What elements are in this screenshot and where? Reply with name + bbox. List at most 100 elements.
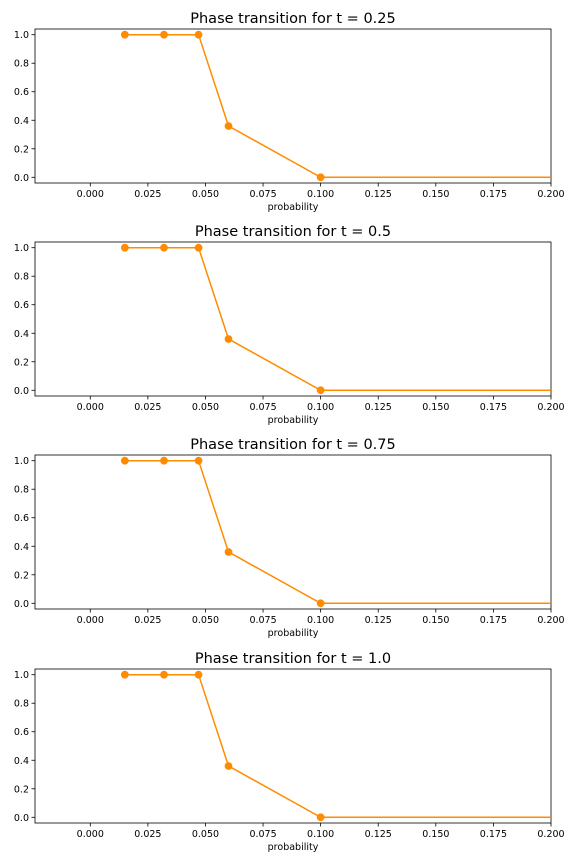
data-point bbox=[120, 670, 129, 679]
x-axis-label: probability bbox=[268, 628, 319, 639]
data-point bbox=[316, 386, 325, 395]
x-tick-label: 0.200 bbox=[537, 402, 564, 413]
x-tick-label: 0.000 bbox=[77, 189, 104, 200]
y-tick-label: 1.0 bbox=[14, 670, 29, 681]
chart-title: Phase transition for t = 0.25 bbox=[190, 11, 395, 27]
series-line bbox=[124, 673, 551, 819]
y-tick-label: 0.6 bbox=[14, 87, 29, 98]
y-tick-label: 0.4 bbox=[14, 329, 29, 340]
x-tick-label: 0.200 bbox=[537, 829, 564, 840]
x-tick-label: 0.200 bbox=[537, 189, 564, 200]
data-point bbox=[120, 456, 129, 465]
x-axis-label: probability bbox=[268, 202, 319, 213]
data-point bbox=[224, 122, 233, 130]
series-line bbox=[124, 33, 551, 179]
x-tick-label: 0.025 bbox=[134, 615, 161, 626]
data-point bbox=[194, 243, 203, 252]
x-tick-label: 0.050 bbox=[192, 402, 219, 413]
plot-area bbox=[34, 668, 552, 824]
y-tick-label: 0.6 bbox=[14, 300, 29, 311]
x-tick-label: 0.125 bbox=[365, 189, 392, 200]
data-point bbox=[160, 456, 168, 465]
x-tick-label: 0.100 bbox=[307, 402, 334, 413]
chart-title: Phase transition for t = 1.0 bbox=[195, 651, 391, 667]
chart-title: Phase transition for t = 0.75 bbox=[190, 437, 395, 453]
y-tick-label: 0.4 bbox=[14, 542, 29, 553]
series-line bbox=[124, 246, 551, 392]
x-tick-label: 0.125 bbox=[365, 615, 392, 626]
data-point bbox=[160, 243, 168, 252]
x-tick-label: 0.000 bbox=[77, 402, 104, 413]
data-point bbox=[160, 670, 168, 679]
y-tick-label: 0.2 bbox=[14, 144, 29, 155]
y-tick-label: 0.8 bbox=[14, 59, 29, 70]
x-tick-label: 0.150 bbox=[422, 829, 449, 840]
data-point bbox=[316, 599, 325, 608]
y-tick-label: 0.6 bbox=[14, 513, 29, 524]
series-line bbox=[124, 459, 551, 605]
data-point bbox=[316, 173, 325, 182]
y-tick-label: 0.4 bbox=[14, 116, 29, 127]
plot-area bbox=[34, 454, 552, 610]
x-tick-label: 0.100 bbox=[307, 615, 334, 626]
y-tick-label: 0.4 bbox=[14, 756, 29, 767]
x-tick-label: 0.125 bbox=[365, 402, 392, 413]
x-axis-label: probability bbox=[268, 415, 319, 426]
x-tick-label: 0.175 bbox=[480, 829, 507, 840]
y-tick-label: 0.2 bbox=[14, 784, 29, 795]
data-point bbox=[120, 30, 129, 39]
x-tick-label: 0.075 bbox=[249, 615, 276, 626]
y-tick-label: 0.8 bbox=[14, 699, 29, 710]
x-tick-label: 0.150 bbox=[422, 615, 449, 626]
y-tick-label: 1.0 bbox=[14, 30, 29, 41]
x-tick-label: 0.075 bbox=[249, 402, 276, 413]
plot-area bbox=[34, 241, 552, 397]
data-point bbox=[316, 813, 325, 822]
y-tick-label: 0.8 bbox=[14, 485, 29, 496]
x-tick-label: 0.175 bbox=[480, 615, 507, 626]
x-tick-label: 0.050 bbox=[192, 829, 219, 840]
x-tick-label: 0.050 bbox=[192, 189, 219, 200]
chart-panel-1: Phase transition for t = 0.25 0.000 0.025 0… bbox=[14, 11, 565, 213]
x-tick-label: 0.150 bbox=[422, 402, 449, 413]
y-tick-label: 0.6 bbox=[14, 727, 29, 738]
y-tick-label: 0.8 bbox=[14, 272, 29, 283]
data-point bbox=[224, 548, 233, 556]
data-point bbox=[120, 243, 129, 252]
chart-title: Phase transition for t = 0.5 bbox=[195, 224, 391, 240]
x-tick-label: 0.050 bbox=[192, 615, 219, 626]
x-tick-label: 0.175 bbox=[480, 402, 507, 413]
y-tick-label: 1.0 bbox=[14, 456, 29, 467]
data-point bbox=[194, 30, 203, 39]
y-tick-label: 0.0 bbox=[14, 386, 29, 397]
data-point bbox=[224, 762, 233, 770]
data-point bbox=[194, 670, 203, 679]
data-point bbox=[224, 335, 233, 343]
x-tick-label: 0.200 bbox=[537, 615, 564, 626]
data-point bbox=[194, 456, 203, 465]
plot-area bbox=[34, 28, 552, 184]
x-tick-label: 0.000 bbox=[77, 829, 104, 840]
x-tick-label: 0.125 bbox=[365, 829, 392, 840]
x-tick-label: 0.000 bbox=[77, 615, 104, 626]
x-tick-label: 0.075 bbox=[249, 189, 276, 200]
x-tick-label: 0.100 bbox=[307, 829, 334, 840]
chart-panel-4: Phase transition for t = 1.0 0.000 0.025 0.… bbox=[14, 651, 565, 853]
x-tick-label: 0.025 bbox=[134, 402, 161, 413]
y-tick-label: 0.0 bbox=[14, 173, 29, 184]
x-tick-label: 0.025 bbox=[134, 189, 161, 200]
y-tick-label: 0.2 bbox=[14, 357, 29, 368]
y-tick-label: 1.0 bbox=[14, 243, 29, 254]
chart-panel-2: Phase transition for t = 0.5 0.000 0.025 0.… bbox=[14, 224, 565, 426]
x-tick-label: 0.150 bbox=[422, 189, 449, 200]
y-tick-label: 0.0 bbox=[14, 813, 29, 824]
x-axis-label: probability bbox=[268, 842, 319, 853]
chart-panel-3: Phase transition for t = 0.75 0.000 0.025 0… bbox=[14, 437, 565, 639]
x-tick-label: 0.100 bbox=[307, 189, 334, 200]
x-tick-label: 0.025 bbox=[134, 829, 161, 840]
y-tick-label: 0.0 bbox=[14, 599, 29, 610]
y-tick-label: 0.2 bbox=[14, 570, 29, 581]
x-tick-label: 0.175 bbox=[480, 189, 507, 200]
data-point bbox=[160, 30, 168, 39]
